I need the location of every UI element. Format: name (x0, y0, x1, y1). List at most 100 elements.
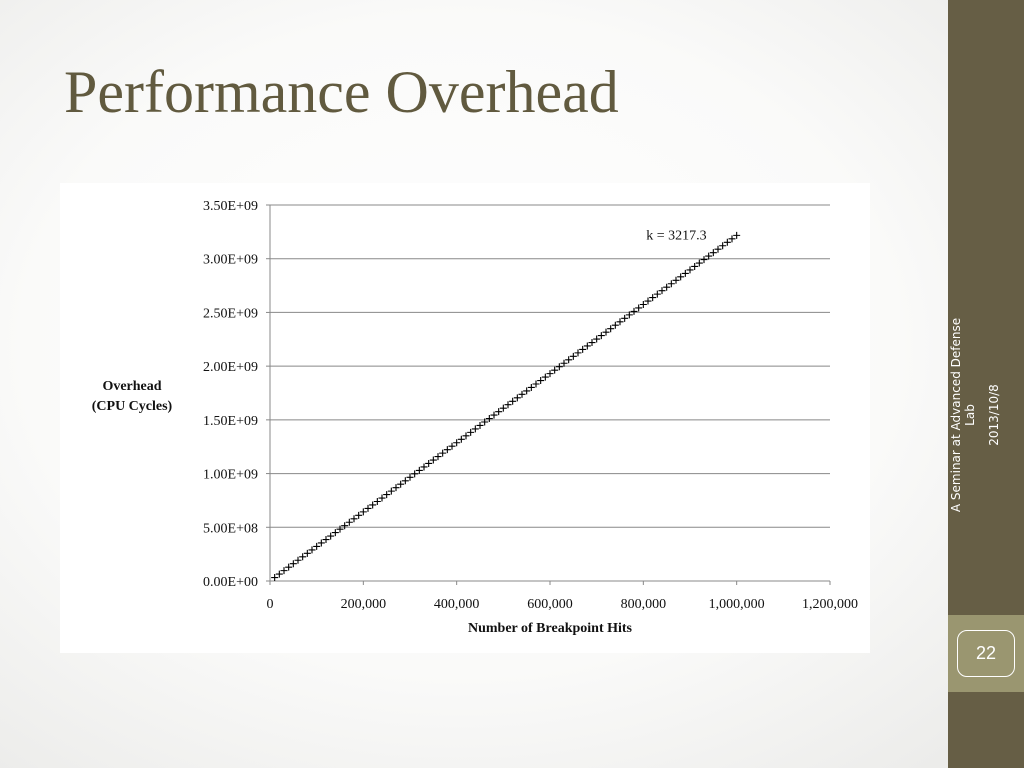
data-point (443, 446, 451, 454)
slide-title: Performance Overhead (64, 59, 619, 125)
data-point (355, 511, 363, 519)
data-point (551, 366, 559, 374)
data-point (593, 335, 601, 343)
data-point (523, 387, 531, 395)
data-point (331, 529, 339, 537)
data-point (392, 484, 400, 492)
data-point (546, 370, 554, 378)
data-point (457, 435, 465, 443)
data-point (653, 290, 661, 298)
slide-date: 2013/10/8 (987, 384, 1001, 446)
grid-layer (270, 204, 830, 528)
footer-text-line-1: A Seminar at Advanced Defense (949, 317, 963, 513)
data-point (569, 352, 577, 360)
y-tick-label: 3.00E+09 (203, 253, 258, 268)
chart-svg: 0.00E+00 5.00E+08 1.00E+09 1.50E+09 2.00E+09… (92, 199, 858, 636)
data-point (476, 421, 484, 429)
data-point (733, 231, 741, 239)
data-point (597, 332, 605, 340)
data-point (285, 563, 293, 571)
data-point (369, 501, 377, 509)
data-point (527, 383, 535, 391)
data-point (513, 394, 521, 402)
data-point (700, 256, 708, 264)
data-point (434, 453, 442, 461)
data-point (583, 342, 591, 350)
label-layer: 0.00E+00 5.00E+08 1.00E+09 1.50E+09 2.00E+09… (92, 199, 858, 636)
data-point (625, 311, 633, 319)
y-tick-label: 2.50E+09 (203, 306, 258, 321)
data-point (313, 542, 321, 550)
data-point (728, 235, 736, 243)
data-point (714, 245, 722, 253)
footer-text-line-2: Lab (963, 404, 977, 426)
data-point (420, 463, 428, 471)
data-point (299, 553, 307, 561)
data-point (471, 425, 479, 433)
data-point (709, 249, 717, 257)
data-point (532, 380, 540, 388)
data-point (560, 359, 568, 367)
mark-layer (271, 231, 741, 582)
data-point (387, 487, 395, 495)
data-point (537, 377, 545, 385)
data-point (499, 404, 507, 412)
data-point (462, 432, 470, 440)
data-point (644, 297, 652, 305)
x-tick-label: 400,000 (434, 597, 480, 612)
data-point (317, 539, 325, 547)
data-point (663, 283, 671, 291)
y-tick-label: 0.00E+00 (203, 575, 258, 590)
data-point (350, 515, 358, 523)
data-point (341, 522, 349, 530)
x-tick-label: 1,000,000 (709, 597, 765, 612)
data-point (397, 480, 405, 488)
data-point (271, 574, 279, 582)
data-point (565, 356, 573, 364)
data-point (672, 276, 680, 284)
data-point (686, 266, 694, 274)
data-point (705, 252, 713, 260)
y-tick-label: 2.00E+09 (203, 360, 258, 375)
axis-layer (266, 204, 831, 585)
data-point (401, 477, 409, 485)
data-point (635, 304, 643, 312)
data-point (415, 466, 423, 474)
data-point (345, 518, 353, 526)
data-point (364, 504, 372, 512)
x-tick-label: 1,200,000 (802, 597, 858, 612)
x-tick-label: 200,000 (341, 597, 387, 612)
data-point (481, 418, 489, 426)
chart-panel: 0.00E+00 5.00E+08 1.00E+09 1.50E+09 2.00E+09… (60, 183, 870, 653)
data-point (378, 494, 386, 502)
x-axis-title: Number of Breakpoint Hits (468, 621, 633, 636)
data-point (616, 318, 624, 326)
data-point (336, 525, 344, 533)
data-point (280, 567, 288, 575)
data-point (485, 415, 493, 423)
data-point (607, 325, 615, 333)
page-number-frame: 22 (957, 630, 1015, 677)
data-point (518, 390, 526, 398)
data-point (649, 294, 657, 302)
data-point (411, 470, 419, 478)
data-point (495, 408, 503, 416)
data-point (691, 262, 699, 270)
data-point (490, 411, 498, 419)
data-point (621, 314, 629, 322)
data-point (406, 473, 414, 481)
data-point (630, 307, 638, 315)
data-point (439, 449, 447, 457)
data-point (308, 546, 316, 554)
data-point (574, 349, 582, 357)
data-point (373, 498, 381, 506)
vertical-footer: A Seminar at Advanced Defense Lab 2013/1… (949, 255, 1001, 575)
y-tick-label: 1.50E+09 (203, 414, 258, 429)
x-tick-label: 0 (267, 597, 274, 612)
data-point (588, 339, 596, 347)
data-point (667, 280, 675, 288)
data-point (602, 328, 610, 336)
page-number-box: 22 (948, 615, 1024, 692)
data-point (322, 536, 330, 544)
data-point (509, 397, 517, 405)
